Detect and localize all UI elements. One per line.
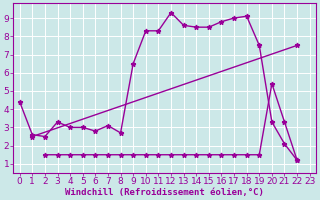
X-axis label: Windchill (Refroidissement éolien,°C): Windchill (Refroidissement éolien,°C) xyxy=(65,188,264,197)
